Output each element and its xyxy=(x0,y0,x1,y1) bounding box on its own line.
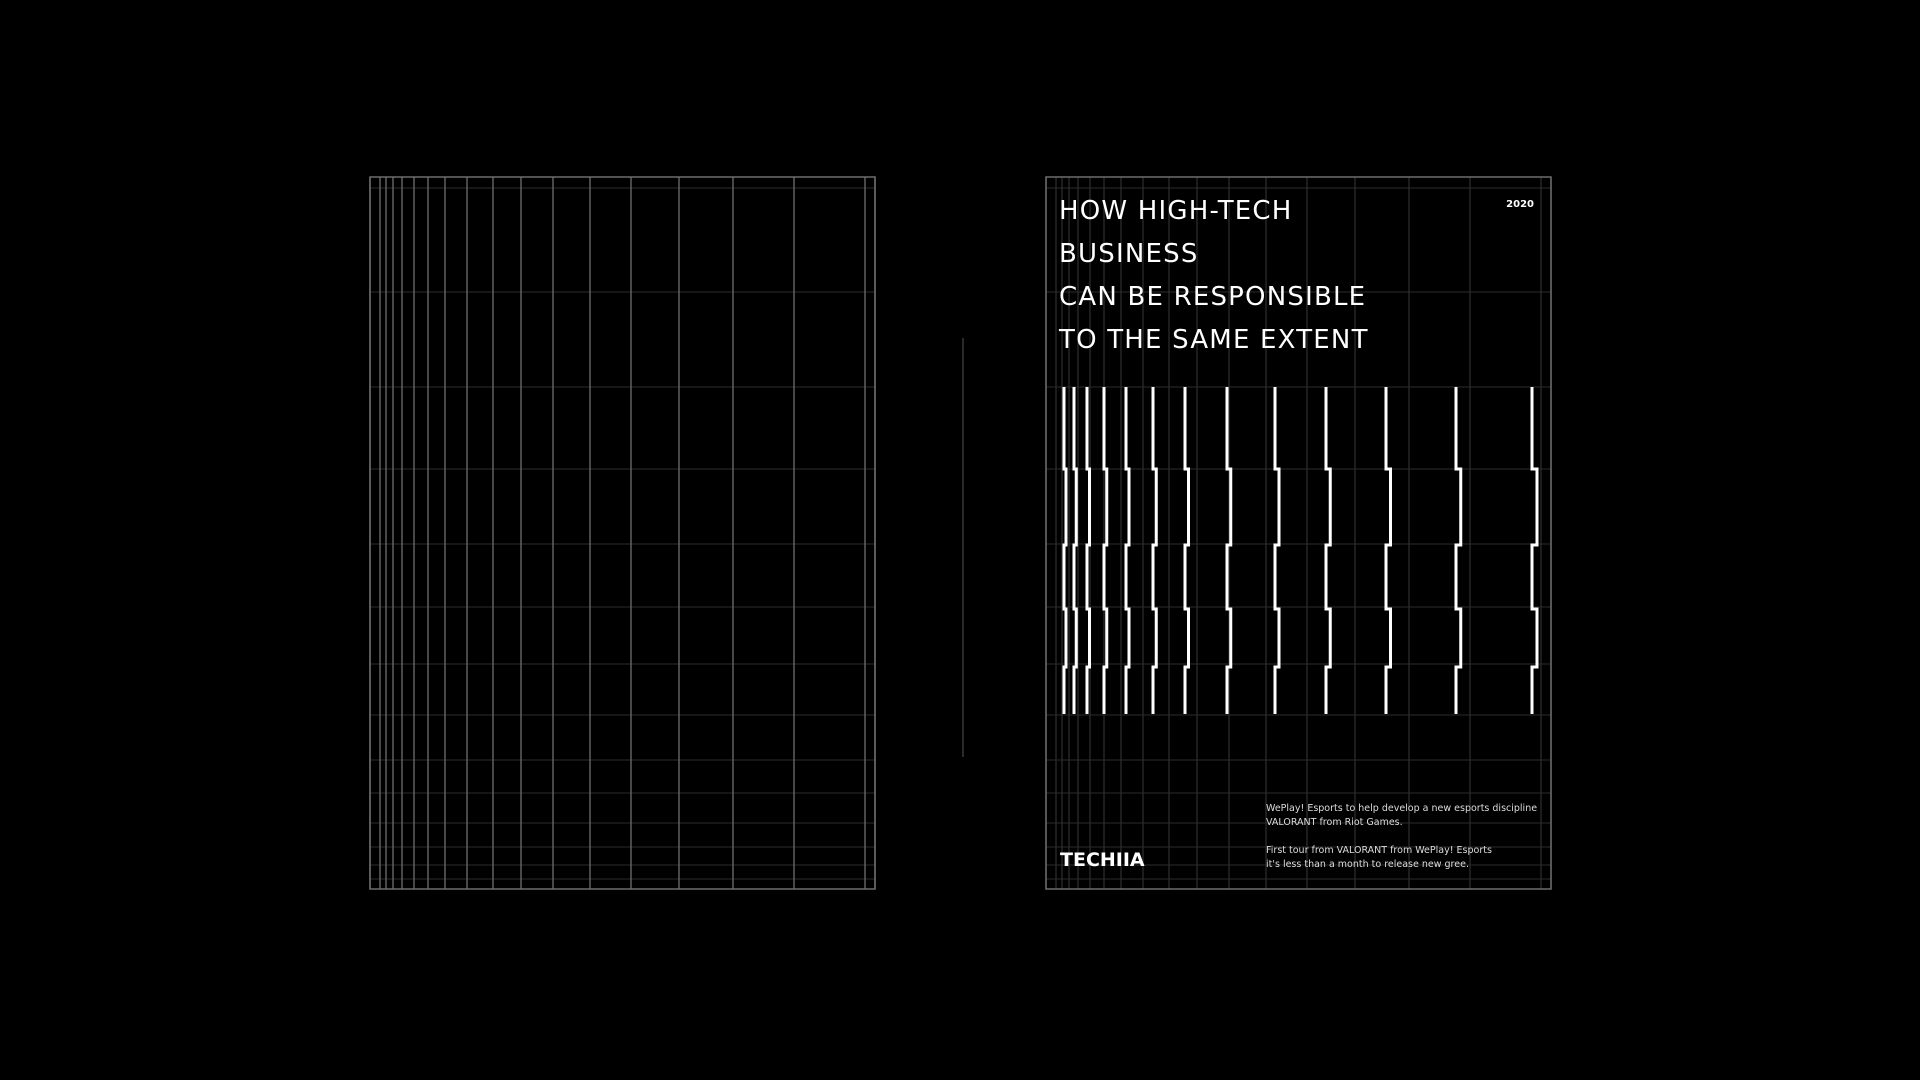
poster-panel xyxy=(1045,176,1552,890)
bar-stripe xyxy=(1072,387,1078,714)
panel-border xyxy=(369,176,876,890)
description-line: VALORANT from Riot Games. xyxy=(1266,817,1403,828)
poster-year: 2020 xyxy=(1506,199,1534,210)
bar-stripe xyxy=(1062,387,1068,714)
bar-stripe xyxy=(1530,387,1539,714)
description-line: First tour from VALORANT from WePlay! Es… xyxy=(1266,845,1492,856)
description-line: WePlay! Esports to help develop a new es… xyxy=(1266,803,1537,814)
title-line: CAN BE RESPONSIBLE xyxy=(1059,282,1366,312)
bar-stripe xyxy=(1324,387,1332,714)
title-line: TO THE SAME EXTENT xyxy=(1058,325,1369,355)
title-line: HOW HIGH-TECH xyxy=(1059,196,1293,226)
bar-stripe xyxy=(1085,387,1091,714)
bar-stripe xyxy=(1225,387,1233,714)
bar-stripe xyxy=(1183,387,1190,714)
poster-title: HOW HIGH-TECH BUSINESS CAN BE RESPONSIBL… xyxy=(1058,196,1369,355)
poster-description: WePlay! Esports to help develop a new es… xyxy=(1266,803,1537,870)
bar-stripe xyxy=(1273,387,1281,714)
description-line: it's less than a month to release new gr… xyxy=(1266,859,1469,870)
bar-stripe xyxy=(1151,387,1158,714)
techiia-logo: TECHIIA xyxy=(1060,849,1145,871)
bar-stripe xyxy=(1384,387,1392,714)
title-line: BUSINESS xyxy=(1059,239,1199,269)
bar-stripe xyxy=(1102,387,1109,714)
poster-bar-pattern xyxy=(1062,387,1539,714)
bar-stripe xyxy=(1124,387,1131,714)
bar-stripe xyxy=(1454,387,1463,714)
panel-border xyxy=(1045,176,1552,890)
grid-layout-panel xyxy=(369,176,876,890)
